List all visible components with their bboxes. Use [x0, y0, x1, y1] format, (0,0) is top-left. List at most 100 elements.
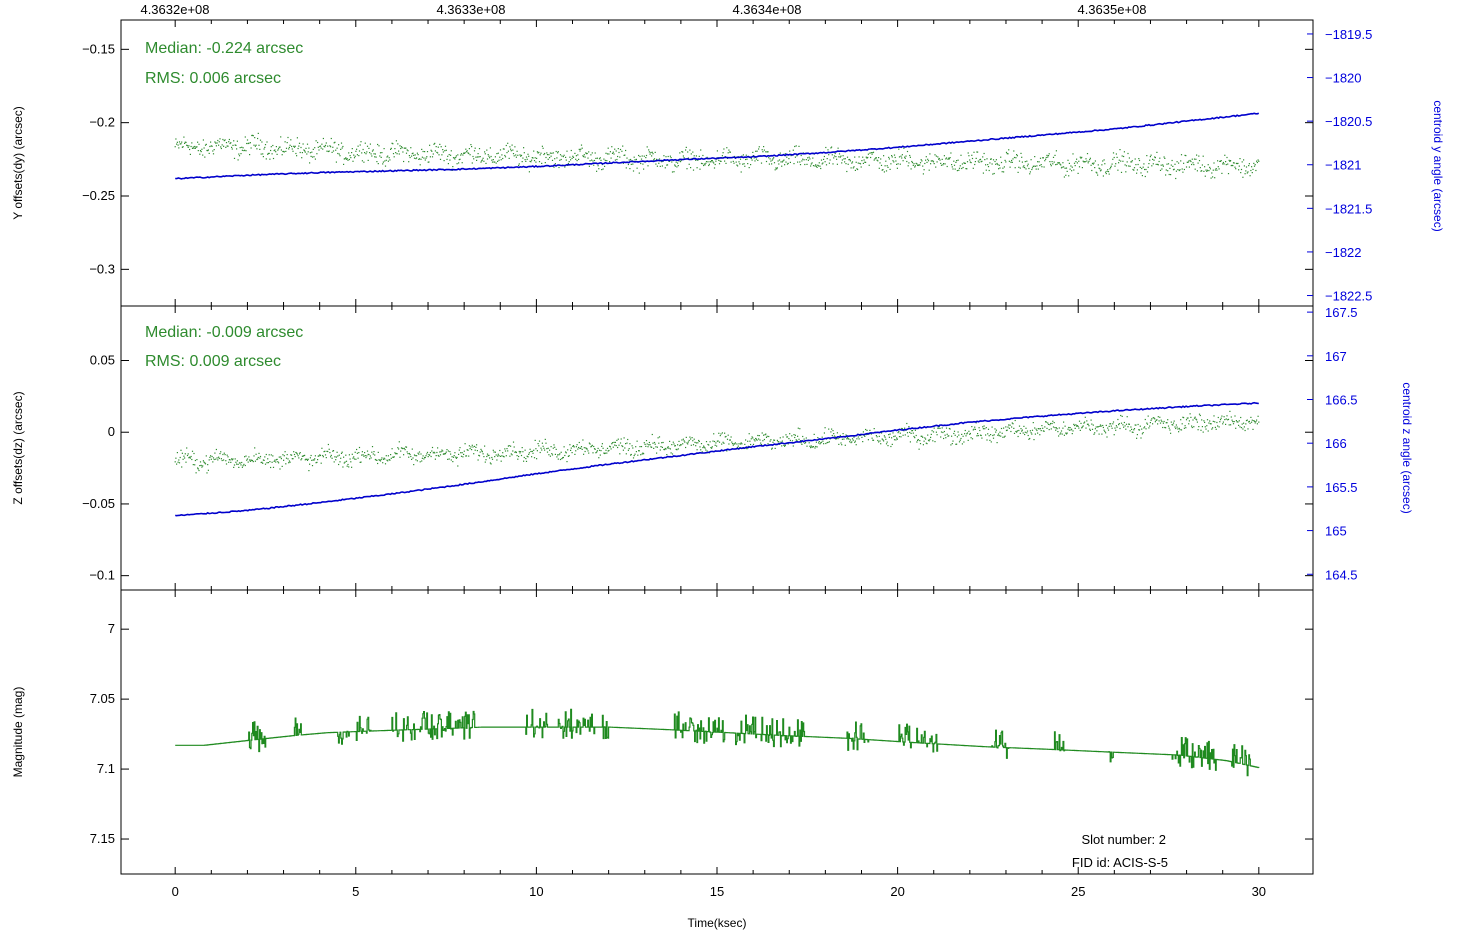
- dy-point: [675, 161, 677, 163]
- dz-point: [245, 455, 247, 457]
- dy-point: [632, 170, 635, 172]
- dy-point: [1193, 164, 1195, 166]
- dy-point: [254, 145, 256, 147]
- dz-point: [583, 447, 585, 449]
- dy-point: [567, 162, 569, 165]
- dy-point: [904, 157, 906, 159]
- dy-point: [468, 148, 470, 150]
- dy-point: [408, 155, 410, 157]
- dy-point: [781, 165, 783, 167]
- dy-point: [877, 160, 879, 162]
- dy-point: [370, 153, 372, 155]
- dz-point: [431, 450, 433, 452]
- dy-point: [257, 137, 259, 140]
- dz-point: [734, 442, 736, 444]
- dz-point: [536, 450, 538, 452]
- dy-point: [795, 145, 797, 147]
- dy-point: [1215, 168, 1217, 170]
- dz-point: [539, 451, 541, 454]
- dz-point: [984, 428, 986, 430]
- dy-point: [183, 136, 185, 138]
- dz-point: [834, 436, 836, 438]
- dz-point: [1165, 427, 1167, 429]
- dz-point: [1198, 413, 1201, 415]
- dz-point: [219, 453, 221, 455]
- dz-point: [579, 447, 581, 449]
- dz-point: [367, 453, 369, 455]
- dz-point: [445, 451, 447, 453]
- dz-point: [515, 451, 517, 454]
- dy-point: [835, 156, 837, 158]
- dz-point: [1115, 425, 1117, 427]
- dy-point: [551, 152, 553, 154]
- dz-point: [1248, 421, 1250, 423]
- dy-point: [994, 160, 996, 163]
- dz-point: [781, 440, 783, 442]
- dz-point: [291, 458, 293, 460]
- dy-point: [202, 139, 204, 141]
- dz-point: [969, 432, 971, 435]
- dy-point: [807, 159, 809, 161]
- dy-point: [1153, 159, 1155, 161]
- dy-point: [189, 153, 191, 155]
- dy-point: [1129, 165, 1131, 167]
- dy-point: [190, 145, 192, 148]
- dy-point: [353, 157, 356, 159]
- dy-point: [826, 158, 828, 160]
- dy-point: [181, 141, 183, 143]
- dz-point: [331, 457, 333, 459]
- dy-point: [935, 155, 937, 157]
- dz-point: [459, 447, 461, 449]
- dy-point: [658, 162, 660, 164]
- dy-point: [1209, 166, 1211, 168]
- dz-point: [199, 465, 201, 467]
- dz-point: [1000, 427, 1003, 430]
- dz-point: [1034, 427, 1036, 429]
- dz-point: [1008, 427, 1010, 429]
- dz-point: [587, 450, 589, 452]
- dz-point: [972, 429, 974, 431]
- dy-point: [896, 163, 898, 165]
- dy-point: [612, 151, 614, 153]
- dy-point: [367, 159, 369, 161]
- dz-point: [531, 450, 533, 452]
- dz-point: [594, 448, 596, 450]
- dz-point: [1072, 430, 1074, 432]
- dy-point: [1219, 160, 1221, 162]
- dy-point: [254, 137, 256, 139]
- dy-point: [555, 150, 557, 153]
- dy-point: [1257, 159, 1259, 161]
- dz-point: [1065, 433, 1068, 435]
- dz-point: [380, 458, 382, 461]
- dz-point: [200, 464, 202, 466]
- dz-point: [960, 437, 962, 440]
- dz-point: [645, 445, 647, 447]
- dz-point: [1008, 424, 1010, 426]
- dy-point: [306, 153, 308, 155]
- dy-point: [1034, 156, 1036, 158]
- dz-point: [374, 458, 376, 461]
- dy-point: [1166, 163, 1168, 165]
- dz-point: [1112, 421, 1115, 423]
- dz-point: [945, 437, 947, 439]
- dy-point: [1110, 166, 1112, 169]
- dy-point: [478, 156, 480, 158]
- dz-point: [555, 448, 557, 450]
- dy-point: [356, 154, 358, 156]
- dy-point: [521, 161, 523, 163]
- dy-point: [1200, 170, 1202, 172]
- dz-point: [922, 436, 924, 438]
- dy-point: [1192, 162, 1194, 164]
- dz-point: [831, 428, 833, 430]
- dy-point: [653, 159, 655, 161]
- dz-point: [1110, 423, 1112, 425]
- dy-point: [533, 150, 535, 152]
- dz-point: [338, 463, 340, 466]
- dz-point: [851, 438, 854, 440]
- dy-point: [441, 154, 443, 156]
- dz-point: [657, 437, 659, 439]
- dy-point: [630, 163, 632, 165]
- dz-point: [264, 456, 266, 458]
- dy-point: [857, 162, 859, 164]
- dy-point: [1183, 168, 1185, 171]
